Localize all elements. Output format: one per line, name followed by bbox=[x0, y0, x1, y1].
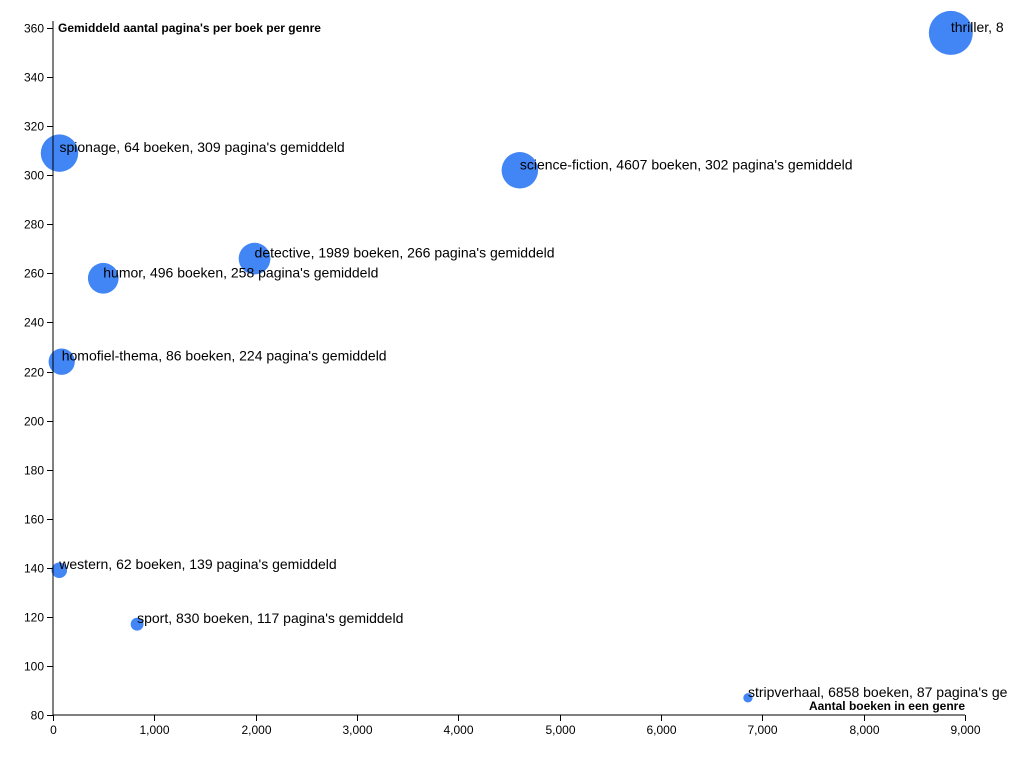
axes-layer: 80 100 120 140 160 180 200 220 240 260 280 300 320 34… bbox=[24, 21, 981, 737]
y-tick-label: 320 bbox=[24, 120, 44, 134]
bubble-homofiel-thema[interactable] bbox=[48, 348, 75, 375]
x-tick-label: 1,000 bbox=[139, 723, 169, 737]
y-tick-label: 120 bbox=[24, 611, 44, 625]
bubble-label-spionage: spionage, 64 boeken, 309 pagina's gemidd… bbox=[59, 139, 344, 155]
x-axis-title: Aantal boeken in een genre bbox=[809, 699, 965, 713]
y-tick-label: 260 bbox=[24, 267, 44, 281]
x-axis-ticks: 0 1,000 2,000 3,000 4,000 5,000 6,000 7,000 8,00… bbox=[50, 715, 981, 737]
x-tick-label: 5,000 bbox=[545, 723, 575, 737]
x-tick-label: 3,000 bbox=[342, 723, 372, 737]
bubbles-layer bbox=[40, 10, 973, 703]
y-tick-label: 300 bbox=[24, 169, 44, 183]
y-tick-label: 280 bbox=[24, 218, 44, 232]
x-tick-label: 9,000 bbox=[950, 723, 980, 737]
y-tick-label: 160 bbox=[24, 513, 44, 527]
y-tick-label: 360 bbox=[24, 22, 44, 36]
bubble-labels-layer: thriller, 8 spionage, 64 boeken, 309 pagi… bbox=[58, 19, 1007, 700]
bubble-label-stripverhaal: stripverhaal, 6858 boeken, 87 pagina's g… bbox=[748, 684, 1008, 700]
bubble-label-homofiel-thema: homofiel-thema, 86 boeken, 224 pagina's … bbox=[62, 348, 387, 364]
y-tick-label: 100 bbox=[24, 660, 44, 674]
y-tick-label: 80 bbox=[31, 709, 45, 723]
y-axis-title: Gemiddeld aantal pagina's per boek per g… bbox=[58, 21, 321, 35]
y-tick-label: 220 bbox=[24, 366, 44, 380]
bubble-detective[interactable] bbox=[238, 242, 271, 275]
bubble-label-detective: detective, 1989 boeken, 266 pagina's gem… bbox=[255, 245, 555, 261]
bubble-label-western: western, 62 boeken, 139 pagina's gemidde… bbox=[58, 556, 336, 572]
x-tick-label: 8,000 bbox=[849, 723, 879, 737]
bubble-western[interactable] bbox=[51, 562, 68, 579]
bubble-label-sport: sport, 830 boeken, 117 pagina's gemiddel… bbox=[137, 610, 403, 626]
y-tick-label: 180 bbox=[24, 464, 44, 478]
y-tick-label: 340 bbox=[24, 71, 44, 85]
bubble-label-humor: humor, 496 boeken, 258 pagina's gemiddel… bbox=[103, 264, 378, 280]
y-tick-label: 240 bbox=[24, 316, 44, 330]
x-tick-label: 2,000 bbox=[241, 723, 271, 737]
x-tick-label: 4,000 bbox=[443, 723, 473, 737]
y-axis-ticks: 80 100 120 140 160 180 200 220 240 260 280 300 320 34… bbox=[24, 22, 53, 723]
x-tick-label: 0 bbox=[50, 723, 57, 737]
bubble-label-science-fiction: science-fiction, 4607 boeken, 302 pagina… bbox=[520, 156, 853, 172]
x-tick-label: 7,000 bbox=[747, 723, 777, 737]
bubble-spionage[interactable] bbox=[40, 134, 79, 172]
bubble-sport[interactable] bbox=[130, 617, 144, 631]
bubble-label-thriller: thriller, 8 bbox=[951, 19, 1004, 35]
y-tick-label: 200 bbox=[24, 415, 44, 429]
bubble-thriller[interactable] bbox=[928, 10, 973, 55]
x-tick-label: 6,000 bbox=[646, 723, 676, 737]
bubble-science-fiction[interactable] bbox=[501, 152, 539, 189]
bubble-humor[interactable] bbox=[87, 262, 119, 294]
y-tick-label: 140 bbox=[24, 562, 44, 576]
bubble-stripverhaal[interactable] bbox=[743, 693, 753, 703]
